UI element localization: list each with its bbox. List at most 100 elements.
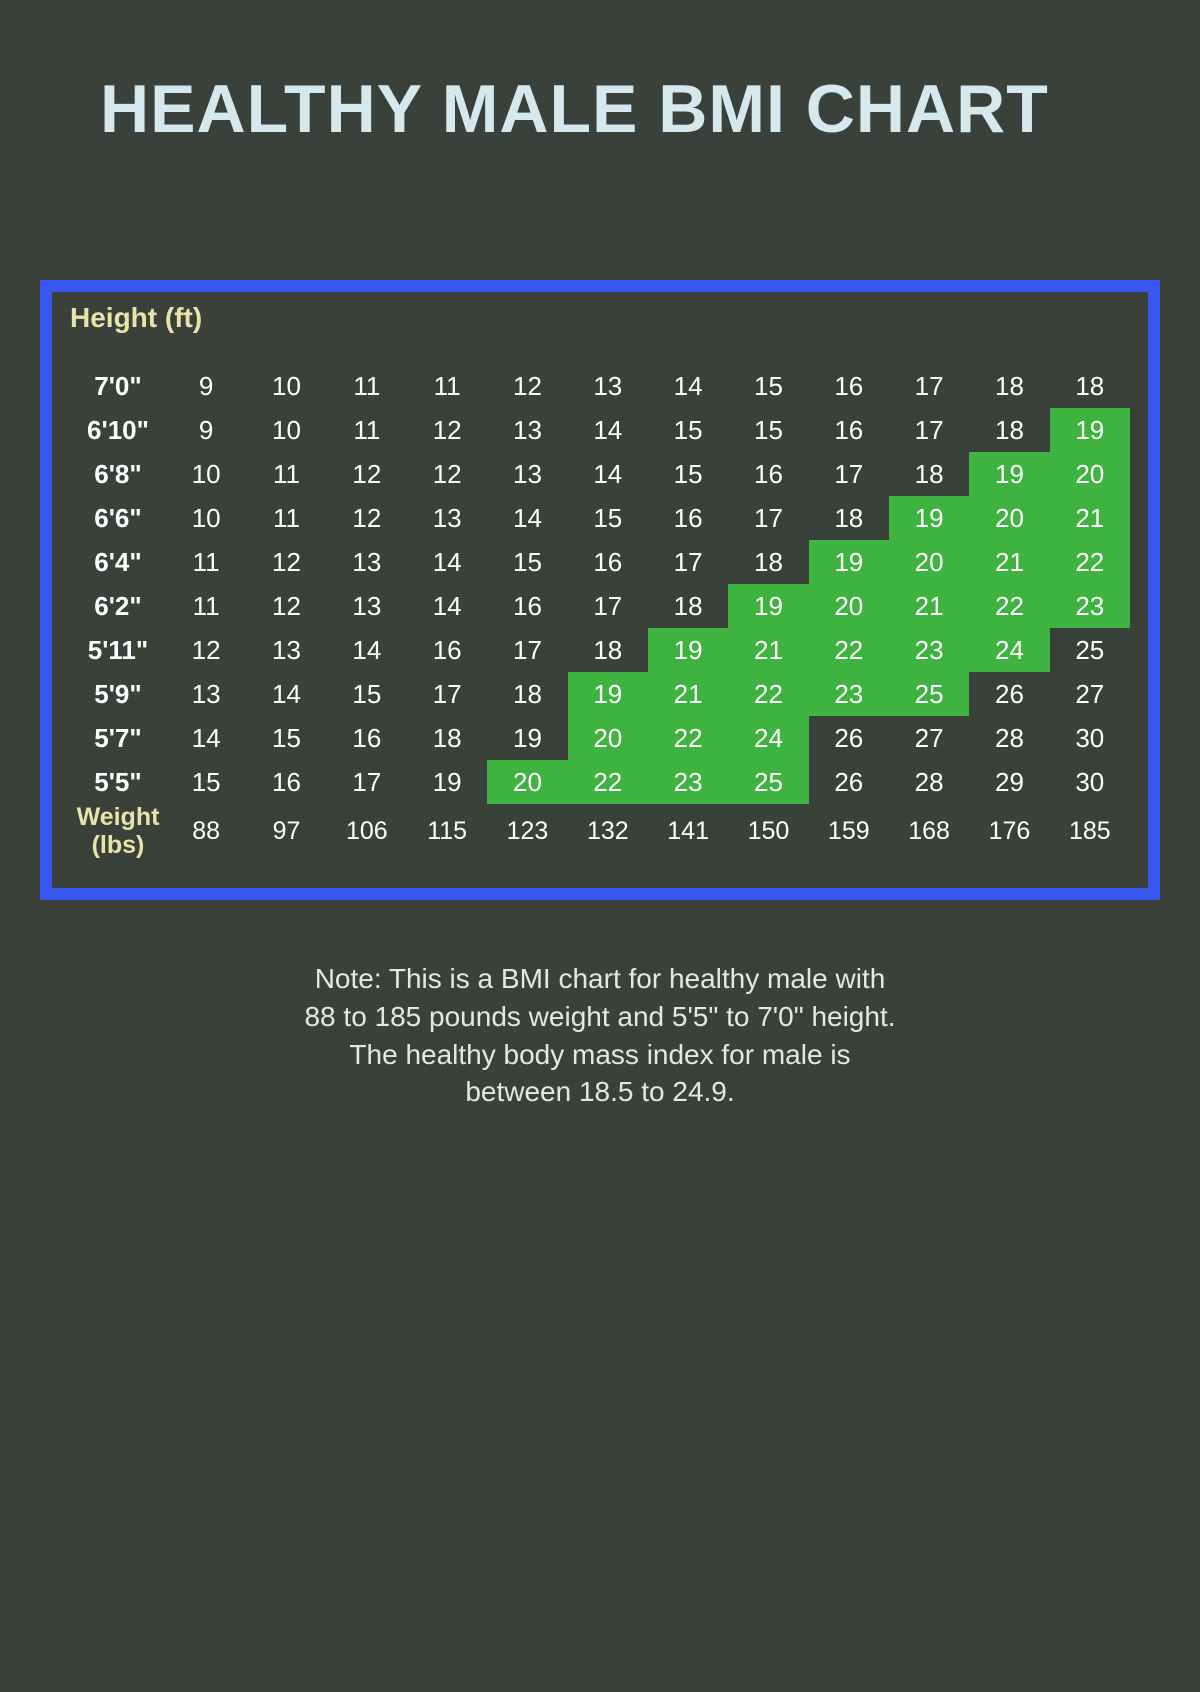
bmi-cell: 16 bbox=[487, 584, 567, 628]
y-axis-label: Height (ft) bbox=[70, 302, 1130, 334]
bmi-cell: 13 bbox=[568, 364, 648, 408]
bmi-cell: 11 bbox=[327, 408, 407, 452]
bmi-cell: 13 bbox=[487, 452, 567, 496]
bmi-cell: 13 bbox=[407, 496, 487, 540]
bmi-cell: 12 bbox=[407, 408, 487, 452]
weight-label: 88 bbox=[166, 804, 246, 859]
bmi-cell: 17 bbox=[889, 364, 969, 408]
bmi-cell: 12 bbox=[246, 584, 326, 628]
bmi-cell: 16 bbox=[568, 540, 648, 584]
weight-label: 132 bbox=[568, 804, 648, 859]
weight-label: 97 bbox=[246, 804, 326, 859]
chart-note: Note: This is a BMI chart for healthy ma… bbox=[0, 960, 1200, 1111]
bmi-cell: 23 bbox=[889, 628, 969, 672]
weight-label: 115 bbox=[407, 804, 487, 859]
bmi-cell: 18 bbox=[648, 584, 728, 628]
weight-label: 176 bbox=[969, 804, 1049, 859]
height-label: 6'2" bbox=[70, 584, 166, 628]
bmi-cell: 21 bbox=[889, 584, 969, 628]
bmi-cell: 13 bbox=[327, 584, 407, 628]
bmi-cell: 14 bbox=[568, 408, 648, 452]
bmi-cell: 22 bbox=[809, 628, 889, 672]
bmi-cell: 18 bbox=[969, 408, 1049, 452]
bmi-cell: 11 bbox=[327, 364, 407, 408]
bmi-cell: 11 bbox=[407, 364, 487, 408]
bmi-cell: 17 bbox=[648, 540, 728, 584]
bmi-cell: 14 bbox=[246, 672, 326, 716]
bmi-cell: 16 bbox=[407, 628, 487, 672]
bmi-cell: 14 bbox=[487, 496, 567, 540]
bmi-cell: 17 bbox=[327, 760, 407, 804]
bmi-cell: 19 bbox=[648, 628, 728, 672]
bmi-cell: 25 bbox=[1050, 628, 1130, 672]
bmi-cell: 19 bbox=[487, 716, 567, 760]
bmi-cell: 16 bbox=[809, 364, 889, 408]
bmi-cell: 11 bbox=[246, 496, 326, 540]
bmi-cell: 26 bbox=[809, 716, 889, 760]
bmi-cell: 14 bbox=[407, 540, 487, 584]
bmi-cell: 14 bbox=[166, 716, 246, 760]
bmi-cell: 26 bbox=[809, 760, 889, 804]
bmi-cell: 23 bbox=[809, 672, 889, 716]
bmi-cell: 20 bbox=[809, 584, 889, 628]
bmi-cell: 16 bbox=[648, 496, 728, 540]
bmi-cell: 25 bbox=[889, 672, 969, 716]
bmi-cell: 12 bbox=[246, 540, 326, 584]
bmi-cell: 9 bbox=[166, 364, 246, 408]
bmi-cell: 20 bbox=[969, 496, 1049, 540]
bmi-cell: 30 bbox=[1050, 716, 1130, 760]
bmi-cell: 19 bbox=[889, 496, 969, 540]
weight-label: 141 bbox=[648, 804, 728, 859]
bmi-cell: 14 bbox=[327, 628, 407, 672]
bmi-cell: 11 bbox=[246, 452, 326, 496]
bmi-cell: 19 bbox=[969, 452, 1049, 496]
bmi-cell: 21 bbox=[728, 628, 808, 672]
weight-label: 150 bbox=[728, 804, 808, 859]
bmi-cell: 21 bbox=[1050, 496, 1130, 540]
x-axis-label: Weight(lbs) bbox=[70, 804, 166, 859]
bmi-cell: 16 bbox=[246, 760, 326, 804]
bmi-cell: 18 bbox=[1050, 364, 1130, 408]
bmi-cell: 19 bbox=[728, 584, 808, 628]
bmi-cell: 11 bbox=[166, 540, 246, 584]
bmi-cell: 29 bbox=[969, 760, 1049, 804]
bmi-cell: 15 bbox=[166, 760, 246, 804]
bmi-cell: 18 bbox=[809, 496, 889, 540]
bmi-cell: 15 bbox=[487, 540, 567, 584]
bmi-cell: 10 bbox=[166, 496, 246, 540]
bmi-cell: 15 bbox=[648, 452, 728, 496]
bmi-cell: 10 bbox=[246, 364, 326, 408]
bmi-cell: 14 bbox=[407, 584, 487, 628]
height-label: 6'10" bbox=[70, 408, 166, 452]
bmi-cell: 13 bbox=[166, 672, 246, 716]
bmi-cell: 17 bbox=[728, 496, 808, 540]
bmi-cell: 18 bbox=[969, 364, 1049, 408]
bmi-cell: 12 bbox=[327, 496, 407, 540]
bmi-cell: 27 bbox=[1050, 672, 1130, 716]
bmi-cell: 19 bbox=[1050, 408, 1130, 452]
bmi-cell: 16 bbox=[728, 452, 808, 496]
bmi-cell: 20 bbox=[487, 760, 567, 804]
bmi-cell: 15 bbox=[568, 496, 648, 540]
bmi-cell: 28 bbox=[969, 716, 1049, 760]
bmi-cell: 15 bbox=[648, 408, 728, 452]
bmi-cell: 19 bbox=[809, 540, 889, 584]
bmi-cell: 18 bbox=[487, 672, 567, 716]
bmi-cell: 15 bbox=[728, 364, 808, 408]
weight-label: 185 bbox=[1050, 804, 1130, 859]
bmi-cell: 19 bbox=[568, 672, 648, 716]
weight-label: 168 bbox=[889, 804, 969, 859]
height-label: 6'6" bbox=[70, 496, 166, 540]
bmi-cell: 11 bbox=[166, 584, 246, 628]
bmi-cell: 23 bbox=[1050, 584, 1130, 628]
bmi-cell: 21 bbox=[969, 540, 1049, 584]
bmi-cell: 17 bbox=[889, 408, 969, 452]
bmi-cell: 30 bbox=[1050, 760, 1130, 804]
bmi-cell: 16 bbox=[809, 408, 889, 452]
height-label: 5'9" bbox=[70, 672, 166, 716]
bmi-cell: 21 bbox=[648, 672, 728, 716]
bmi-cell: 19 bbox=[407, 760, 487, 804]
bmi-cell: 22 bbox=[969, 584, 1049, 628]
bmi-cell: 22 bbox=[648, 716, 728, 760]
bmi-cell: 10 bbox=[166, 452, 246, 496]
